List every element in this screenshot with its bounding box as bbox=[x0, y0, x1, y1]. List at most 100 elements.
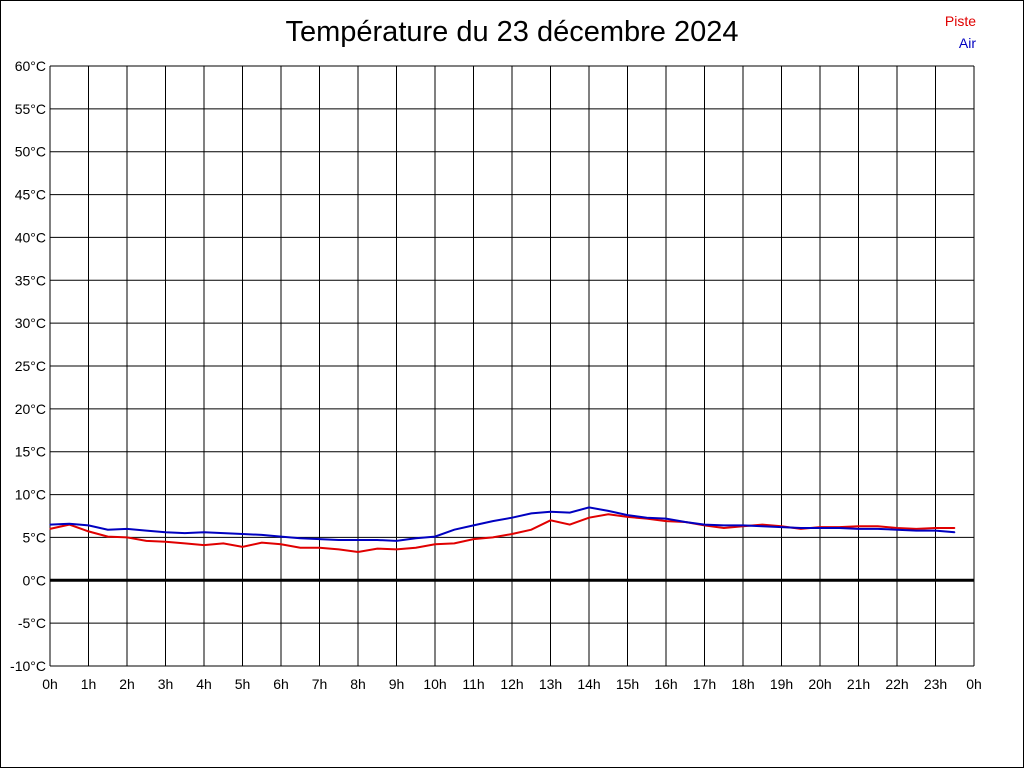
data-point-piste bbox=[511, 533, 513, 535]
data-point-piste bbox=[376, 547, 378, 550]
y-tick-label: 40°C bbox=[15, 229, 46, 245]
data-point-air bbox=[222, 532, 224, 534]
data-point-air bbox=[280, 535, 282, 538]
data-point-piste bbox=[954, 527, 956, 529]
data-point-air bbox=[511, 517, 513, 519]
data-point-air bbox=[472, 524, 475, 527]
x-tick-label: 4h bbox=[196, 676, 212, 692]
data-point-air bbox=[684, 521, 686, 523]
data-point-air bbox=[376, 539, 378, 541]
data-point-air bbox=[838, 527, 840, 529]
y-tick-label: 30°C bbox=[15, 315, 46, 331]
series-group bbox=[49, 506, 956, 554]
data-point-piste bbox=[934, 527, 937, 529]
data-point-air bbox=[607, 510, 609, 512]
data-point-piste bbox=[280, 543, 282, 545]
data-point-air bbox=[492, 520, 494, 522]
data-point-air bbox=[184, 532, 186, 534]
x-tick-label: 16h bbox=[654, 676, 677, 692]
data-point-air bbox=[68, 523, 70, 525]
data-point-piste bbox=[569, 523, 571, 526]
data-point-piste bbox=[492, 536, 494, 539]
data-point-air bbox=[434, 535, 436, 538]
x-tick-label: 23h bbox=[924, 676, 947, 692]
x-tick-label: 19h bbox=[770, 676, 793, 692]
data-point-air bbox=[915, 529, 917, 532]
data-point-air bbox=[299, 537, 301, 539]
y-tick-label: -5°C bbox=[18, 615, 46, 631]
data-point-piste bbox=[49, 528, 51, 530]
data-point-piste bbox=[415, 547, 417, 549]
x-tick-label: 12h bbox=[500, 676, 523, 692]
data-point-air bbox=[530, 512, 532, 515]
x-tick-label: 21h bbox=[847, 676, 870, 692]
data-point-air bbox=[954, 531, 956, 533]
data-point-air bbox=[723, 524, 725, 527]
data-point-piste bbox=[588, 517, 590, 519]
legend-entry-air: Air bbox=[958, 35, 976, 51]
data-point-piste bbox=[530, 529, 532, 531]
data-point-piste bbox=[472, 538, 475, 540]
data-point-air bbox=[415, 537, 417, 539]
y-tick-label: 10°C bbox=[15, 487, 46, 503]
x-tick-label: 0h bbox=[966, 676, 982, 692]
data-point-air bbox=[569, 511, 571, 514]
x-tick-label: 13h bbox=[539, 676, 562, 692]
data-point-air bbox=[665, 517, 667, 520]
data-point-piste bbox=[877, 525, 879, 527]
data-point-air bbox=[877, 528, 879, 530]
data-point-air bbox=[549, 511, 552, 513]
data-point-piste bbox=[607, 513, 609, 515]
data-point-piste bbox=[896, 527, 898, 529]
data-point-piste bbox=[453, 542, 455, 545]
data-point-air bbox=[145, 529, 147, 532]
data-point-piste bbox=[107, 535, 109, 538]
y-tick-label: 50°C bbox=[15, 144, 46, 160]
data-point-air bbox=[742, 524, 744, 527]
x-tick-label: 3h bbox=[158, 676, 174, 692]
y-tick-label: 35°C bbox=[15, 272, 46, 288]
data-point-piste bbox=[87, 530, 90, 533]
data-point-air bbox=[261, 534, 263, 536]
data-point-piste bbox=[665, 520, 667, 522]
data-point-piste bbox=[761, 523, 763, 526]
data-point-air bbox=[703, 523, 706, 526]
data-point-air bbox=[164, 531, 167, 533]
data-point-piste bbox=[723, 527, 725, 529]
data-point-piste bbox=[549, 519, 552, 521]
x-tick-label: 10h bbox=[423, 676, 446, 692]
x-tick-label: 14h bbox=[577, 676, 600, 692]
data-point-piste bbox=[145, 540, 147, 542]
y-tick-label: 15°C bbox=[15, 444, 46, 460]
data-point-piste bbox=[241, 546, 244, 548]
data-point-piste bbox=[261, 541, 263, 544]
data-point-piste bbox=[299, 547, 301, 549]
data-point-piste bbox=[164, 541, 167, 543]
data-point-air bbox=[241, 533, 244, 535]
data-point-air bbox=[395, 540, 398, 542]
x-tick-label: 15h bbox=[616, 676, 639, 692]
y-tick-label: 45°C bbox=[15, 187, 46, 203]
series-line-air bbox=[49, 506, 955, 542]
chart-title: Température du 23 décembre 2024 bbox=[285, 16, 739, 48]
data-point-piste bbox=[338, 548, 340, 551]
y-tick-label: -10°C bbox=[10, 658, 46, 674]
data-point-air bbox=[318, 538, 321, 540]
data-point-air bbox=[780, 526, 783, 528]
data-point-air bbox=[357, 539, 359, 541]
legend-entry-piste: Piste bbox=[944, 13, 976, 29]
x-tick-label: 1h bbox=[81, 676, 97, 692]
x-tick-label: 18h bbox=[731, 676, 754, 692]
grid bbox=[49, 65, 975, 667]
data-point-piste bbox=[318, 547, 321, 549]
data-point-air bbox=[338, 539, 340, 541]
y-tick-label: 5°C bbox=[23, 529, 47, 545]
data-point-air bbox=[934, 529, 937, 532]
y-tick-label: 60°C bbox=[15, 58, 46, 74]
x-tick-label: 7h bbox=[312, 676, 328, 692]
x-tick-label: 2h bbox=[119, 676, 135, 692]
data-point-air bbox=[203, 531, 205, 533]
data-point-air bbox=[626, 514, 629, 516]
data-point-air bbox=[87, 524, 90, 527]
